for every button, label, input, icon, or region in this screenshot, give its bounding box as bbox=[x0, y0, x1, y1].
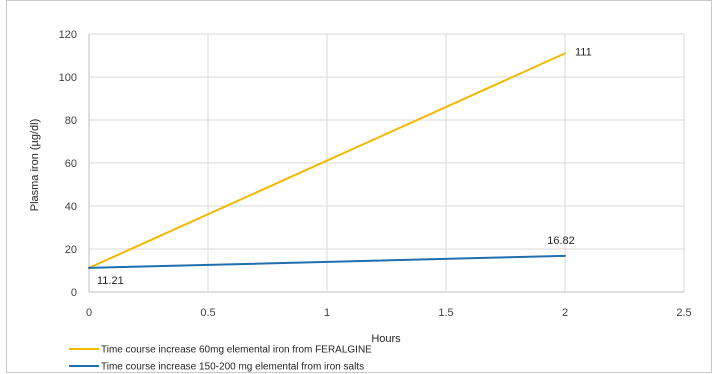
y-tick-label: 100 bbox=[59, 72, 77, 84]
y-axis-title: Plasma iron (µg/dl) bbox=[29, 119, 41, 212]
data-labels: 111 11.21 16.82 bbox=[97, 46, 592, 287]
chart-frame bbox=[6, 0, 712, 373]
data-label: 111 bbox=[575, 46, 592, 58]
data-label: 11.21 bbox=[97, 275, 124, 287]
x-tick-label: 0.5 bbox=[200, 307, 215, 319]
y-tick-label: 20 bbox=[65, 244, 77, 256]
x-tick-label: 2.5 bbox=[676, 307, 691, 319]
x-tick-label: 2 bbox=[562, 307, 568, 319]
tick-labels: 0 20 40 60 80 100 120 0 0.5 1 1.5 2 2.5 bbox=[59, 29, 692, 319]
y-tick-label: 120 bbox=[59, 29, 77, 41]
legend: Time course increase 60mg elemental iron… bbox=[69, 345, 372, 373]
y-tick-label: 40 bbox=[65, 201, 77, 213]
x-tick-label: 1 bbox=[324, 307, 330, 319]
y-tick-label: 0 bbox=[71, 287, 77, 299]
x-axis-title: Hours bbox=[371, 333, 401, 345]
y-tick-label: 60 bbox=[65, 158, 77, 170]
x-tick-label: 0 bbox=[86, 307, 92, 319]
x-tick-label: 1.5 bbox=[438, 307, 453, 319]
data-label: 16.82 bbox=[547, 235, 575, 247]
series-group bbox=[88, 52, 566, 269]
y-tick-label: 80 bbox=[65, 115, 77, 127]
series-line-1 bbox=[88, 52, 566, 269]
grid-lines bbox=[88, 33, 685, 293]
legend-entry: Time course increase 150-200 mg elementa… bbox=[101, 362, 364, 373]
legend-entry: Time course increase 60mg elemental iron… bbox=[101, 345, 372, 356]
series-line-2 bbox=[88, 254, 566, 269]
